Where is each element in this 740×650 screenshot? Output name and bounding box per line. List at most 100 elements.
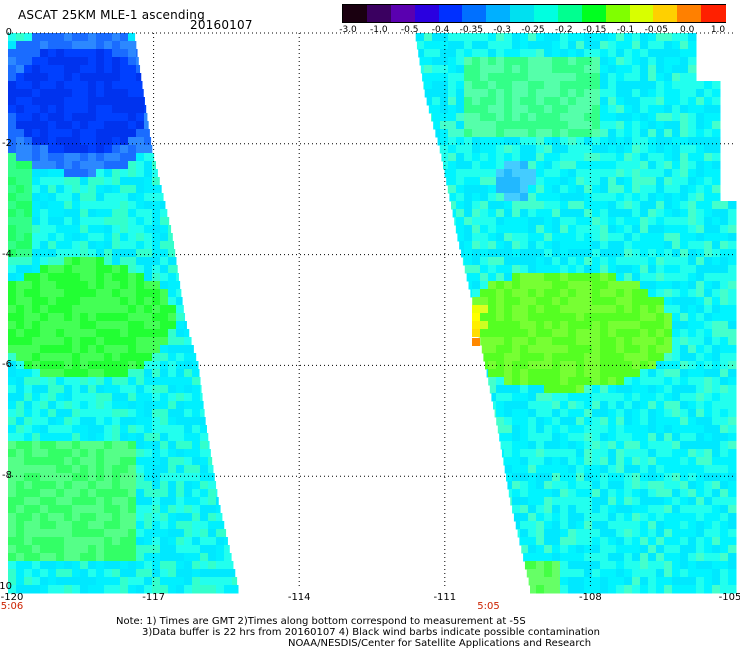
data-cell: [680, 169, 689, 178]
data-cell: [712, 233, 721, 242]
data-cell: [696, 217, 705, 226]
data-cell: [624, 585, 633, 594]
data-cell: [136, 521, 145, 530]
data-cell: [32, 529, 41, 538]
data-cell: [40, 457, 49, 466]
data-cell: [120, 545, 129, 554]
data-cell: [616, 153, 625, 162]
data-cell: [544, 377, 553, 386]
data-cell: [72, 481, 81, 490]
lat-tick-label: -10: [0, 581, 12, 592]
data-cell: [472, 321, 480, 329]
data-cell: [688, 121, 697, 130]
data-cell: [80, 97, 89, 106]
data-cell: [8, 449, 17, 458]
data-cell: [520, 257, 529, 266]
data-cell: [520, 81, 529, 90]
data-cell: [720, 417, 729, 426]
data-cell: [464, 233, 473, 242]
data-cell: [200, 449, 209, 458]
data-cell: [512, 273, 521, 282]
data-cell: [24, 97, 33, 106]
data-cell: [8, 241, 17, 250]
data-cell: [696, 233, 705, 242]
data-cell: [672, 145, 681, 154]
data-cell: [688, 353, 697, 362]
data-cell: [488, 289, 497, 298]
data-cell: [208, 529, 217, 538]
data-cell: [488, 257, 497, 266]
data-cell: [32, 337, 41, 346]
data-cell: [483, 353, 492, 362]
data-cell: [520, 121, 529, 130]
data-cell: [208, 513, 217, 522]
data-cell: [720, 569, 729, 578]
data-cell: [560, 417, 569, 426]
colorbar-segment: [438, 5, 464, 22]
data-cell: [32, 153, 41, 162]
data-cell: [536, 185, 545, 194]
data-cell: [520, 233, 529, 242]
data-cell: [472, 201, 481, 210]
data-cell: [624, 513, 633, 522]
data-cell: [544, 481, 553, 490]
data-cell: [176, 569, 185, 578]
data-cell: [576, 521, 585, 530]
data-cell: [160, 273, 169, 282]
data-cell: [664, 473, 673, 482]
data-cell: [216, 489, 218, 498]
data-cell: [648, 529, 657, 538]
data-cell: [168, 393, 177, 402]
data-cell: [72, 33, 81, 42]
data-cell: [120, 265, 129, 274]
data-cell: [464, 161, 473, 170]
data-cell: [720, 441, 729, 450]
lat-tick-label: -2: [2, 137, 12, 149]
data-cell: [672, 313, 681, 322]
data-cell: [104, 353, 113, 362]
data-cell: [448, 129, 457, 138]
data-cell: [128, 393, 137, 402]
data-cell: [496, 121, 505, 130]
data-cell: [672, 585, 681, 594]
data-cell: [712, 297, 721, 306]
data-cell: [584, 249, 593, 258]
data-cell: [72, 105, 81, 114]
data-cell: [64, 105, 73, 114]
data-cell: [64, 257, 73, 266]
data-cell: [72, 97, 81, 106]
data-cell: [64, 209, 73, 218]
data-cell: [600, 177, 609, 186]
data-cell: [696, 481, 705, 490]
data-cell: [560, 513, 569, 522]
data-cell: [112, 393, 121, 402]
data-cell: [488, 185, 497, 194]
data-cell: [520, 33, 529, 42]
data-cell: [608, 249, 617, 258]
data-cell: [459, 241, 468, 250]
data-cell: [696, 225, 705, 234]
data-cell: [456, 209, 465, 218]
data-cell: [128, 145, 137, 154]
data-cell: [600, 473, 609, 482]
data-cell: [136, 113, 145, 122]
data-cell: [592, 153, 601, 162]
data-cell: [688, 337, 697, 346]
data-cell: [424, 57, 433, 66]
data-cell: [624, 537, 633, 546]
data-cell: [536, 313, 545, 322]
data-cell: [144, 105, 147, 114]
data-cell: [512, 113, 521, 122]
data-cell: [568, 225, 577, 234]
data-cell: [632, 73, 641, 82]
data-cell: [136, 105, 145, 114]
data-cell: [488, 89, 497, 98]
data-cell: [600, 73, 609, 82]
data-cell: [584, 569, 593, 578]
data-cell: [520, 425, 529, 434]
data-cell: [168, 297, 177, 306]
data-cell: [728, 313, 737, 322]
data-cell: [648, 489, 657, 498]
data-cell: [584, 585, 593, 594]
data-cell: [680, 313, 689, 322]
